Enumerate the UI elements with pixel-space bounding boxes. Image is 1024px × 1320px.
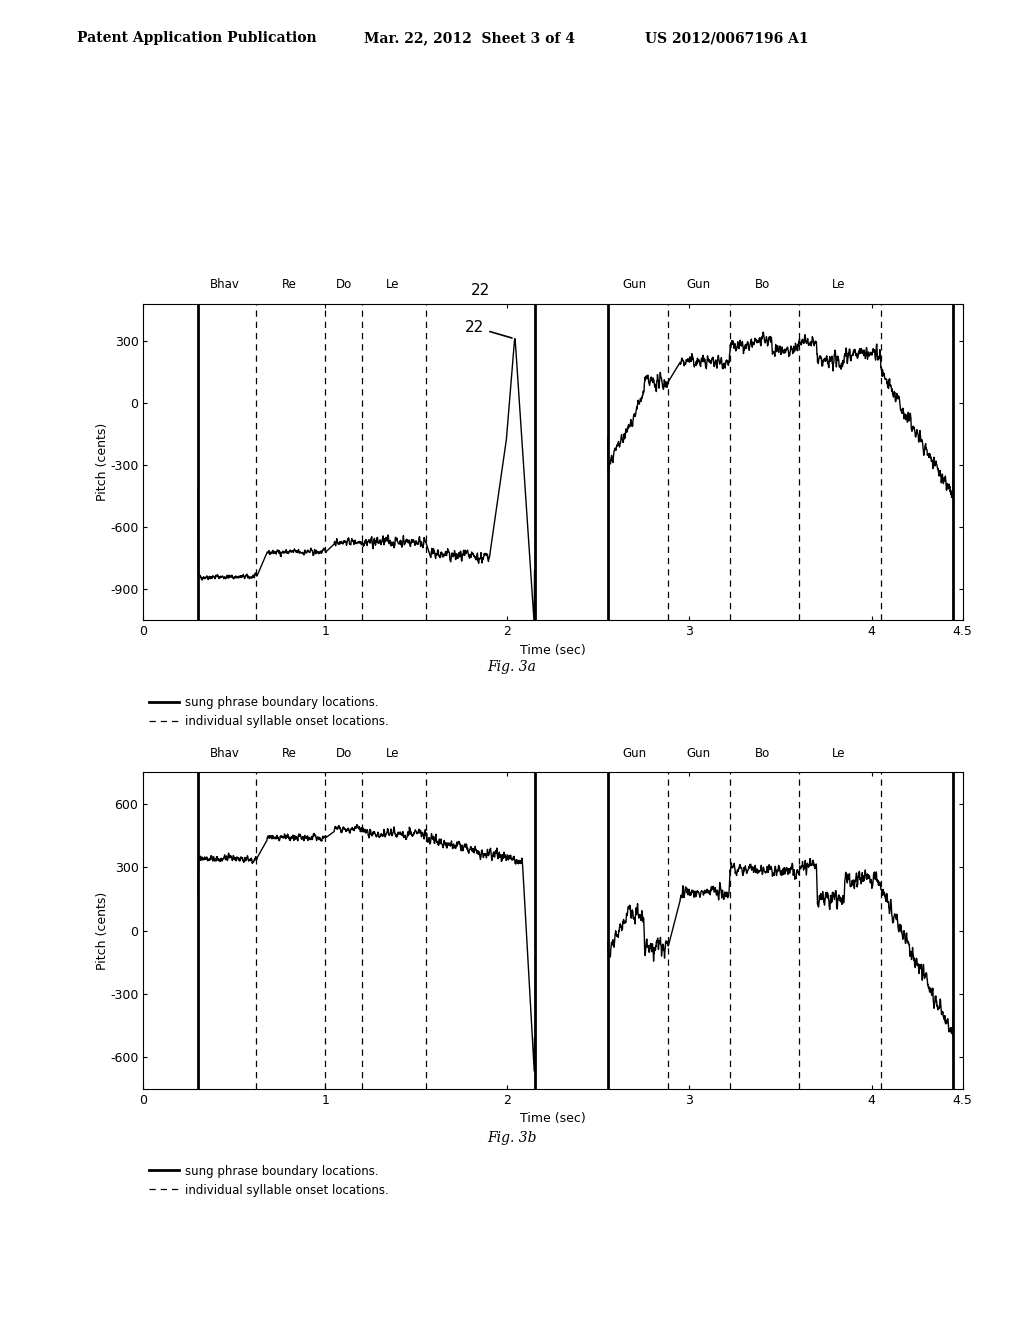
- Legend: sung phrase boundary locations., individual syllable onset locations.: sung phrase boundary locations., individ…: [150, 1164, 388, 1196]
- Text: Bo: Bo: [755, 279, 770, 290]
- Text: Gun: Gun: [623, 747, 647, 759]
- Text: Fig. 3b: Fig. 3b: [487, 1131, 537, 1144]
- X-axis label: Time (sec): Time (sec): [520, 1113, 586, 1126]
- Text: Do: Do: [336, 279, 351, 290]
- Text: Re: Re: [282, 747, 296, 759]
- Y-axis label: Pitch (cents): Pitch (cents): [95, 891, 109, 970]
- Text: Bo: Bo: [755, 747, 770, 759]
- Text: Fig. 3a: Fig. 3a: [487, 660, 537, 673]
- Text: 22: 22: [470, 282, 489, 298]
- Text: Le: Le: [386, 747, 399, 759]
- Legend: sung phrase boundary locations., individual syllable onset locations.: sung phrase boundary locations., individ…: [150, 696, 388, 727]
- Text: Le: Le: [833, 747, 846, 759]
- Text: 22: 22: [465, 319, 512, 338]
- Text: Bhav: Bhav: [210, 279, 241, 290]
- Text: US 2012/0067196 A1: US 2012/0067196 A1: [645, 32, 809, 45]
- Y-axis label: Pitch (cents): Pitch (cents): [95, 422, 109, 502]
- Text: Le: Le: [833, 279, 846, 290]
- Text: Patent Application Publication: Patent Application Publication: [77, 32, 316, 45]
- Text: Mar. 22, 2012  Sheet 3 of 4: Mar. 22, 2012 Sheet 3 of 4: [364, 32, 574, 45]
- Text: Gun: Gun: [686, 747, 711, 759]
- Text: Bhav: Bhav: [210, 747, 241, 759]
- Text: Le: Le: [386, 279, 399, 290]
- X-axis label: Time (sec): Time (sec): [520, 644, 586, 657]
- Text: Re: Re: [282, 279, 296, 290]
- Text: Gun: Gun: [623, 279, 647, 290]
- Text: Gun: Gun: [686, 279, 711, 290]
- Text: Do: Do: [336, 747, 351, 759]
